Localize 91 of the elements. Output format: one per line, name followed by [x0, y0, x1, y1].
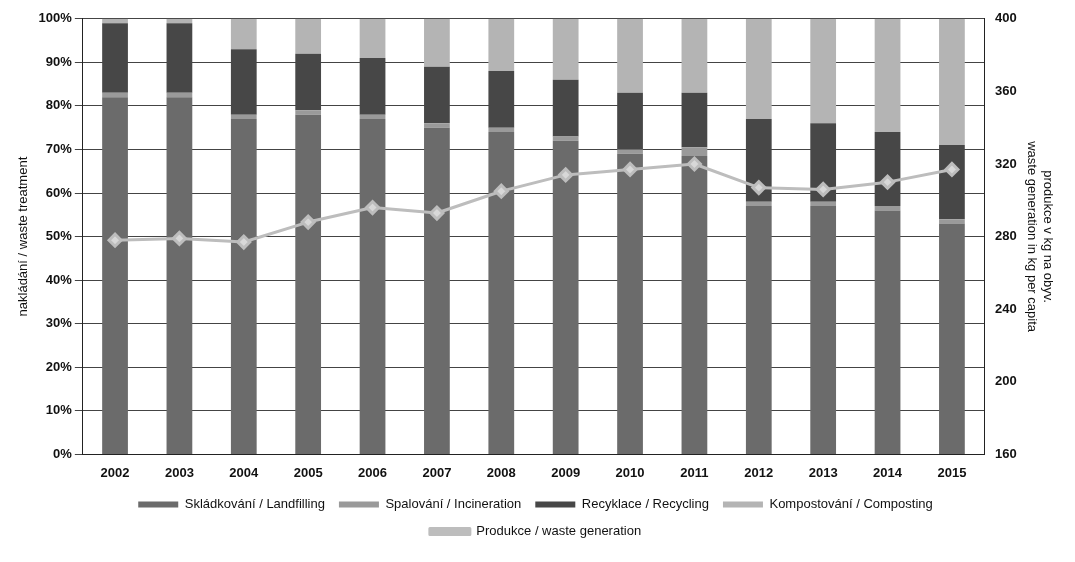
x-tick-label: 2010: [615, 464, 645, 480]
legend-label: Skládkování / Landfilling: [184, 496, 325, 512]
y2-tick-label: 160: [995, 445, 1017, 461]
bar: [745, 206, 772, 454]
x-tick-label: 2015: [937, 464, 967, 480]
point: [944, 161, 960, 177]
bar: [681, 147, 708, 157]
bar: [424, 123, 450, 128]
bar: [488, 127, 515, 133]
bar: [681, 156, 708, 454]
bar: [745, 18, 772, 119]
point: [815, 181, 831, 197]
point: [880, 174, 896, 190]
bar: [295, 110, 322, 115]
bar: [102, 92, 128, 98]
bar: [681, 18, 708, 93]
bar: [424, 18, 450, 67]
x-tick-label: 2006: [358, 464, 387, 480]
bar: [424, 127, 450, 454]
x-tick-label: 2012: [744, 464, 774, 480]
x-tick-label: 2003: [164, 464, 194, 480]
bar: [102, 97, 128, 454]
bar: [939, 223, 965, 454]
y2-tick-label: 320: [995, 155, 1017, 171]
bar: [874, 210, 901, 454]
y-tick-label: 60%: [45, 184, 73, 200]
bar: [745, 201, 772, 207]
bar: [295, 18, 322, 54]
point: [686, 156, 702, 172]
point: [493, 183, 509, 199]
bar: [552, 140, 579, 454]
bar: [230, 118, 257, 454]
y2-tick-label: 400: [995, 10, 1017, 26]
y2-axis-title: produkce v kg na obyv. waste generation in kg per capita: [1025, 140, 1056, 333]
bar: [874, 18, 901, 133]
x-tick-label: 2013: [808, 464, 838, 480]
point: [429, 205, 445, 221]
y-tick-label: 40%: [45, 271, 73, 287]
y2-tick-label: 360: [995, 82, 1017, 98]
y-tick-label: 20%: [45, 358, 73, 374]
bar: [552, 18, 579, 80]
x-tick-label: 2011: [680, 464, 709, 480]
y-tick-label: 50%: [45, 228, 73, 244]
x-tick-label: 2007: [422, 464, 452, 480]
bar: [939, 18, 965, 146]
x-tick-label: 2008: [486, 464, 516, 480]
x-tick-label: 2005: [293, 464, 323, 480]
y-tick-label: 100%: [38, 10, 73, 26]
bar: [617, 153, 643, 454]
bar: [617, 149, 643, 154]
y2-tick-label: 200: [995, 373, 1017, 389]
y-tick-label: 0%: [53, 445, 73, 461]
x-tick-label: 2009: [551, 464, 581, 480]
bar: [552, 136, 579, 141]
bar: [939, 219, 965, 224]
legend-label: Kompostování / Composting: [769, 496, 933, 512]
legend-label: Spalování / Incineration: [385, 496, 522, 512]
bar: [810, 206, 837, 454]
point: [107, 232, 123, 248]
bar: [359, 18, 386, 58]
legend-label: Produkce / waste generation: [476, 523, 642, 539]
x-tick-label: 2014: [873, 464, 903, 480]
point: [365, 200, 381, 216]
bar: [102, 18, 128, 24]
bar: [230, 18, 257, 50]
x-tick-label: 2004: [229, 464, 260, 480]
bar: [488, 132, 515, 454]
point: [300, 214, 316, 230]
y2-tick-label: 280: [995, 228, 1017, 244]
point: [558, 167, 574, 183]
point: [171, 230, 187, 246]
y-tick-label: 70%: [45, 141, 73, 157]
point: [622, 161, 638, 177]
bar: [166, 97, 193, 454]
bar: [810, 18, 837, 124]
point: [751, 180, 767, 196]
x-tick-label: 2002: [100, 464, 130, 480]
y-tick-label: 10%: [45, 402, 73, 418]
bar: [810, 201, 837, 207]
y-axis-title: nakládání / waste treatment: [15, 156, 31, 317]
bar: [230, 114, 257, 119]
bar: [359, 118, 386, 454]
point: [236, 234, 252, 250]
legend-label: Recyklace / Recycling: [581, 496, 709, 512]
y-tick-label: 30%: [45, 315, 73, 331]
bar: [295, 114, 322, 454]
bar: [488, 18, 515, 72]
y-tick-label: 90%: [45, 53, 73, 69]
y-tick-label: 80%: [45, 97, 73, 113]
bar: [617, 18, 643, 93]
y2-tick-label: 240: [995, 300, 1017, 316]
